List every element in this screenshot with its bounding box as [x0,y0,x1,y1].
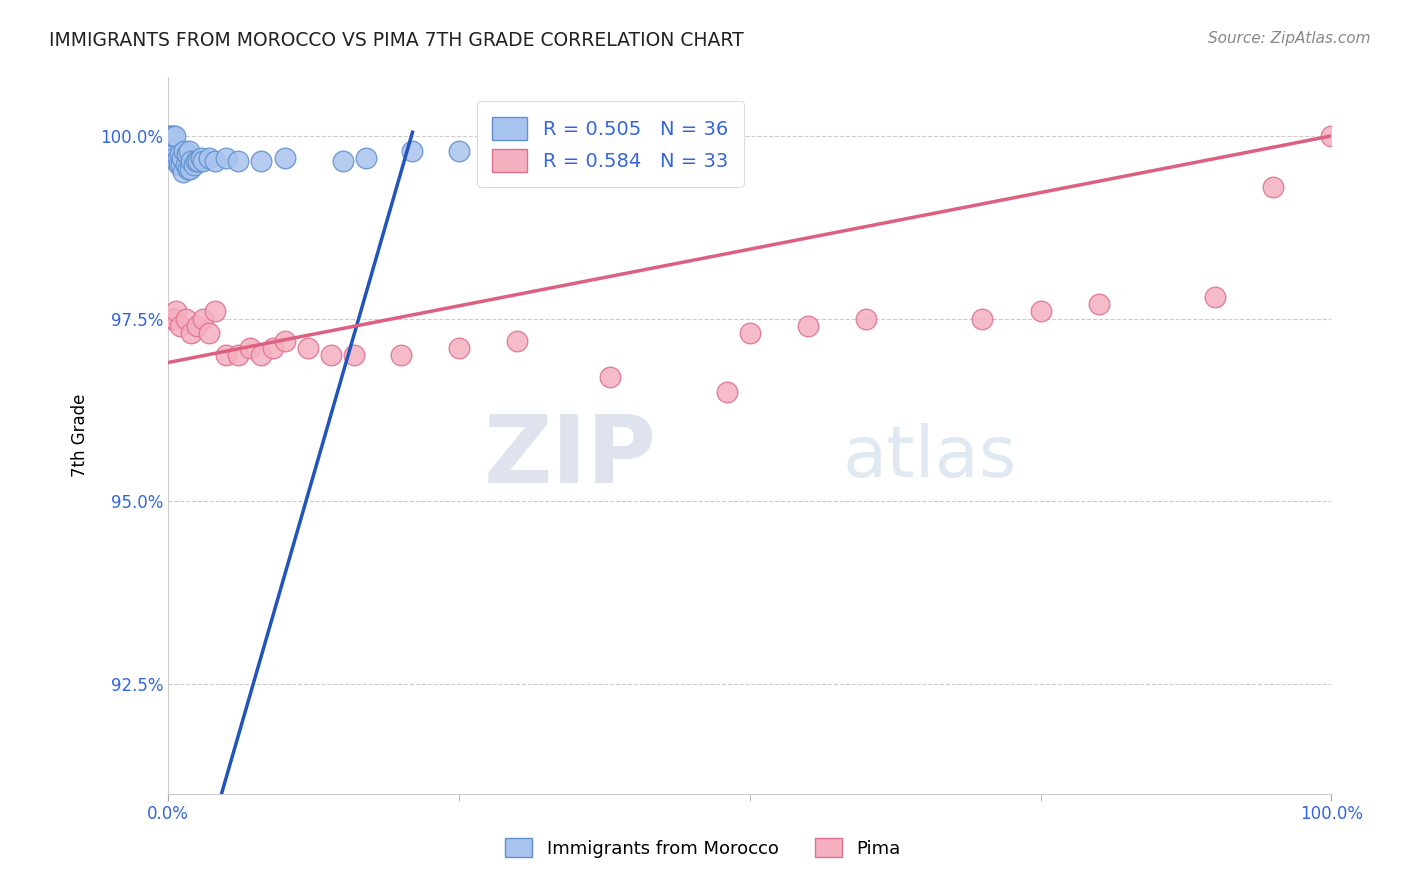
Point [215,348,238,362]
Point [186,318,208,333]
Point [1029,304,1052,318]
Point [180,326,202,341]
Point [163,151,186,165]
Point [332,154,354,169]
Point [183,158,205,172]
Point [160,144,183,158]
Point [174,311,197,326]
Point [599,370,621,384]
Legend: R = 0.505   N = 36, R = 0.584   N = 33: R = 0.505 N = 36, R = 0.584 N = 33 [477,102,744,187]
Text: Source: ZipAtlas.com: Source: ZipAtlas.com [1208,31,1371,46]
Point [354,151,377,165]
Point [319,348,342,362]
Point [204,304,226,318]
Point [239,341,262,355]
Point [162,128,184,143]
Point [179,161,201,176]
Point [177,161,200,176]
Legend: Immigrants from Morocco, Pima: Immigrants from Morocco, Pima [491,824,915,872]
Point [163,311,186,326]
Point [165,128,187,143]
Point [262,341,284,355]
Point [198,151,221,165]
Point [204,154,226,169]
Point [447,144,470,158]
Point [447,341,470,355]
Point [191,311,214,326]
Point [389,348,412,362]
Point [180,154,202,169]
Point [215,151,238,165]
Point [187,154,209,169]
Point [1263,180,1285,194]
Point [172,165,194,179]
Point [1320,128,1343,143]
Point [167,158,190,172]
Point [170,158,193,172]
Point [855,311,877,326]
Point [343,348,366,362]
Point [1204,290,1226,304]
Text: IMMIGRANTS FROM MOROCCO VS PIMA 7TH GRADE CORRELATION CHART: IMMIGRANTS FROM MOROCCO VS PIMA 7TH GRAD… [49,31,744,50]
Point [401,144,423,158]
Text: ZIP: ZIP [484,411,657,503]
Point [173,144,195,158]
Point [738,326,761,341]
Text: atlas: atlas [842,423,1017,491]
Point [159,128,181,143]
Point [172,151,194,165]
Point [226,348,249,362]
Point [250,154,273,169]
Point [1087,297,1109,311]
Point [506,334,529,348]
Point [190,151,212,165]
Point [166,151,188,165]
Point [165,304,187,318]
Point [797,318,820,333]
Point [297,341,319,355]
Point [226,154,249,169]
Point [191,154,214,169]
Point [198,326,221,341]
Point [273,334,295,348]
Point [972,311,994,326]
Point [184,154,207,169]
Point [165,154,187,169]
Point [176,147,198,161]
Point [250,348,273,362]
Point [174,158,197,172]
Point [716,384,738,399]
Point [160,311,183,326]
Point [273,151,295,165]
Y-axis label: 7th Grade: 7th Grade [72,394,89,477]
Point [169,318,191,333]
Point [157,128,180,143]
Point [179,144,201,158]
Point [169,147,191,161]
